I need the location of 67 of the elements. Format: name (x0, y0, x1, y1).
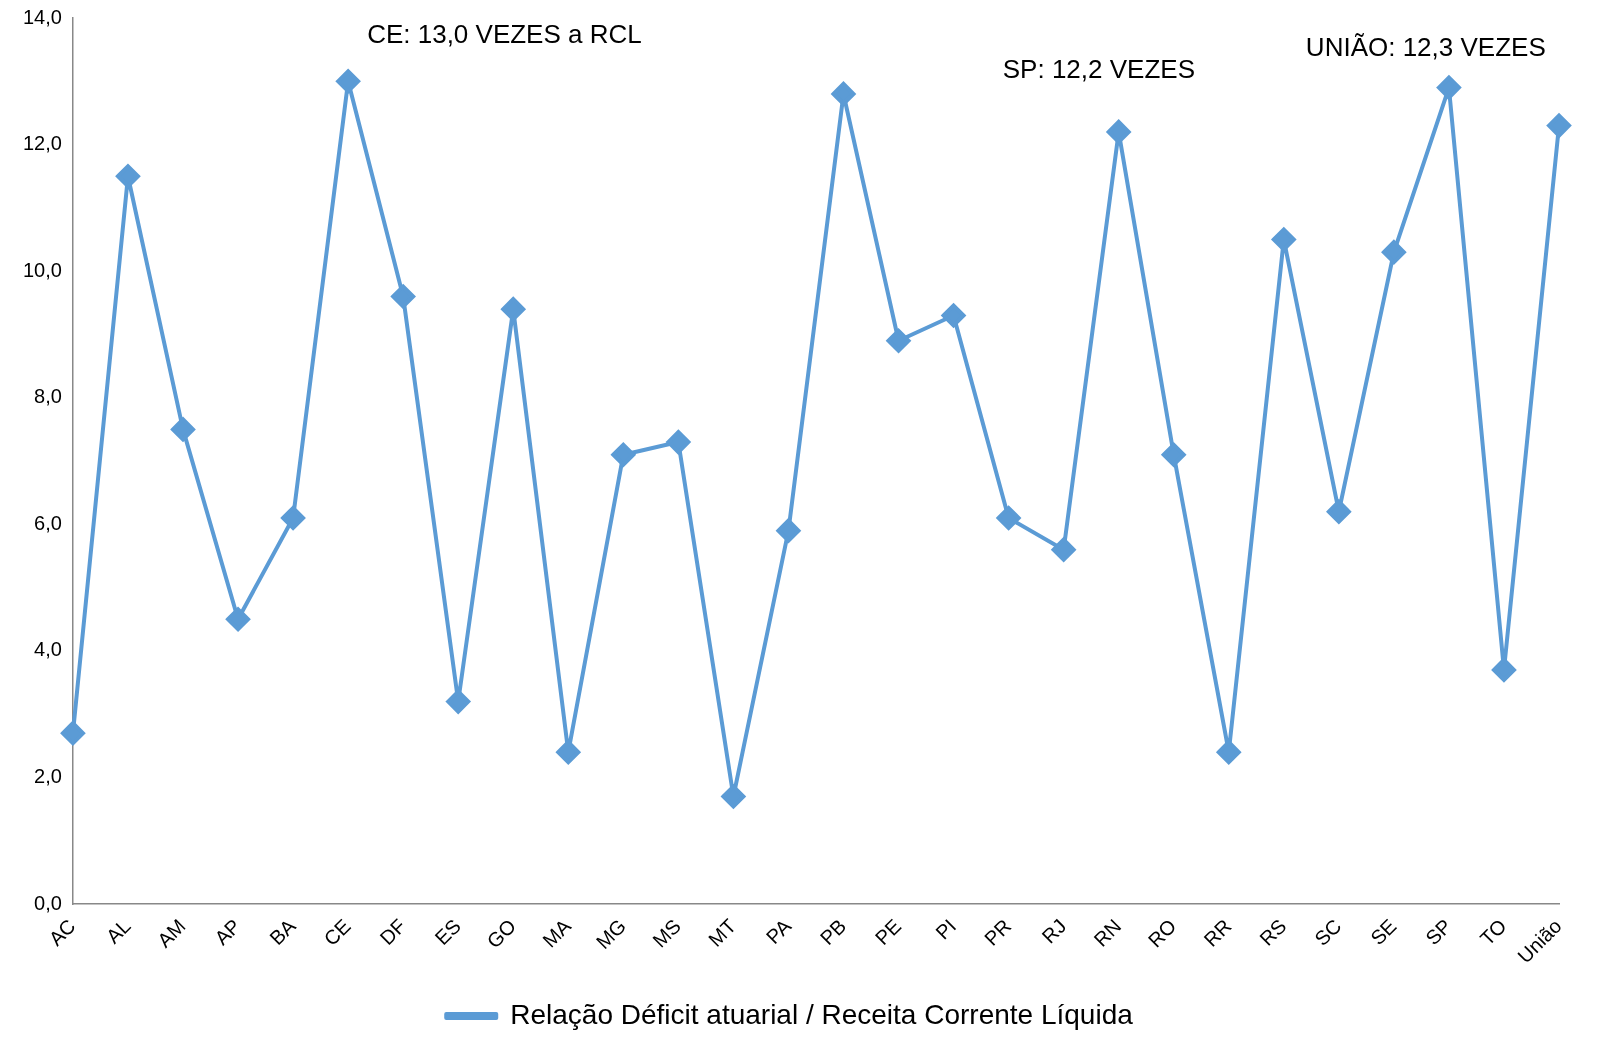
x-tick-label: AM (152, 914, 190, 952)
annotation: UNIÃO: 12,3 VEZES (1305, 32, 1546, 63)
y-tick-label: 0,0 (34, 891, 62, 914)
x-tick-label: PE (870, 914, 906, 950)
x-tick-label: PB (815, 914, 851, 950)
x-tick-label: RS (1255, 914, 1291, 950)
point (941, 303, 966, 328)
x-tick-label: ES (430, 914, 465, 950)
y-tick-label: 8,0 (34, 385, 62, 408)
x-tick-label: RO (1143, 914, 1181, 952)
x-tick-label: PI (931, 914, 961, 944)
x-tick-label: DF (375, 914, 410, 950)
x-tick-label: BA (265, 914, 301, 950)
x-tick-label: AC (44, 914, 80, 950)
point (336, 69, 361, 94)
point (446, 689, 471, 714)
point (115, 164, 140, 189)
x-tick-label: RN (1089, 914, 1126, 951)
point (1547, 113, 1571, 138)
x-tick-label: SP (1421, 914, 1456, 950)
x-tick-label: TO (1475, 914, 1511, 950)
x-tick-label: RR (1199, 914, 1236, 951)
point (1106, 119, 1131, 144)
y-tick-label: 6,0 (34, 511, 62, 534)
y-tick-label: 10,0 (22, 258, 62, 281)
point (226, 607, 251, 632)
point (1051, 537, 1076, 562)
x-tick-label: AP (210, 914, 245, 950)
x-tick-label: CE (319, 914, 355, 950)
point (1381, 240, 1406, 265)
point (556, 740, 581, 765)
point (281, 506, 306, 530)
point (776, 518, 801, 543)
point (1271, 227, 1296, 252)
x-tick-label: PR (980, 914, 1016, 950)
point (996, 506, 1021, 530)
x-tick-label: MA (538, 914, 576, 952)
point (1436, 75, 1461, 100)
y-tick-label: 14,0 (22, 5, 62, 28)
x-tick-label: MS (648, 914, 686, 952)
point (1326, 499, 1351, 524)
point (611, 442, 636, 467)
legend-label: Relação Déficit atuarial / Receita Corrente Líquida (510, 998, 1134, 1030)
point (391, 284, 416, 309)
x-tick-label: AL (101, 914, 135, 948)
point (1491, 657, 1516, 682)
point (831, 81, 856, 106)
x-tick-label: RJ (1037, 914, 1071, 948)
x-tick-label: PA (761, 914, 796, 949)
y-tick-label: 12,0 (22, 132, 62, 155)
point (721, 784, 746, 809)
point (1216, 740, 1241, 765)
annotation: SP: 12,2 VEZES (1002, 54, 1195, 85)
point (60, 721, 85, 746)
x-tick-label: SC (1310, 914, 1346, 950)
x-tick-label: GO (482, 914, 520, 953)
x-tick-label: MG (591, 914, 631, 954)
point (666, 430, 691, 455)
point (171, 417, 196, 442)
x-tick-label: SE (1366, 914, 1401, 950)
point (886, 328, 911, 353)
y-tick-label: 4,0 (34, 638, 62, 661)
annotation: CE: 13,0 VEZES a RCL (367, 18, 642, 49)
y-tick-label: 2,0 (34, 765, 62, 788)
x-tick-label: MT (704, 914, 741, 951)
point (501, 297, 526, 322)
point (1161, 442, 1186, 467)
